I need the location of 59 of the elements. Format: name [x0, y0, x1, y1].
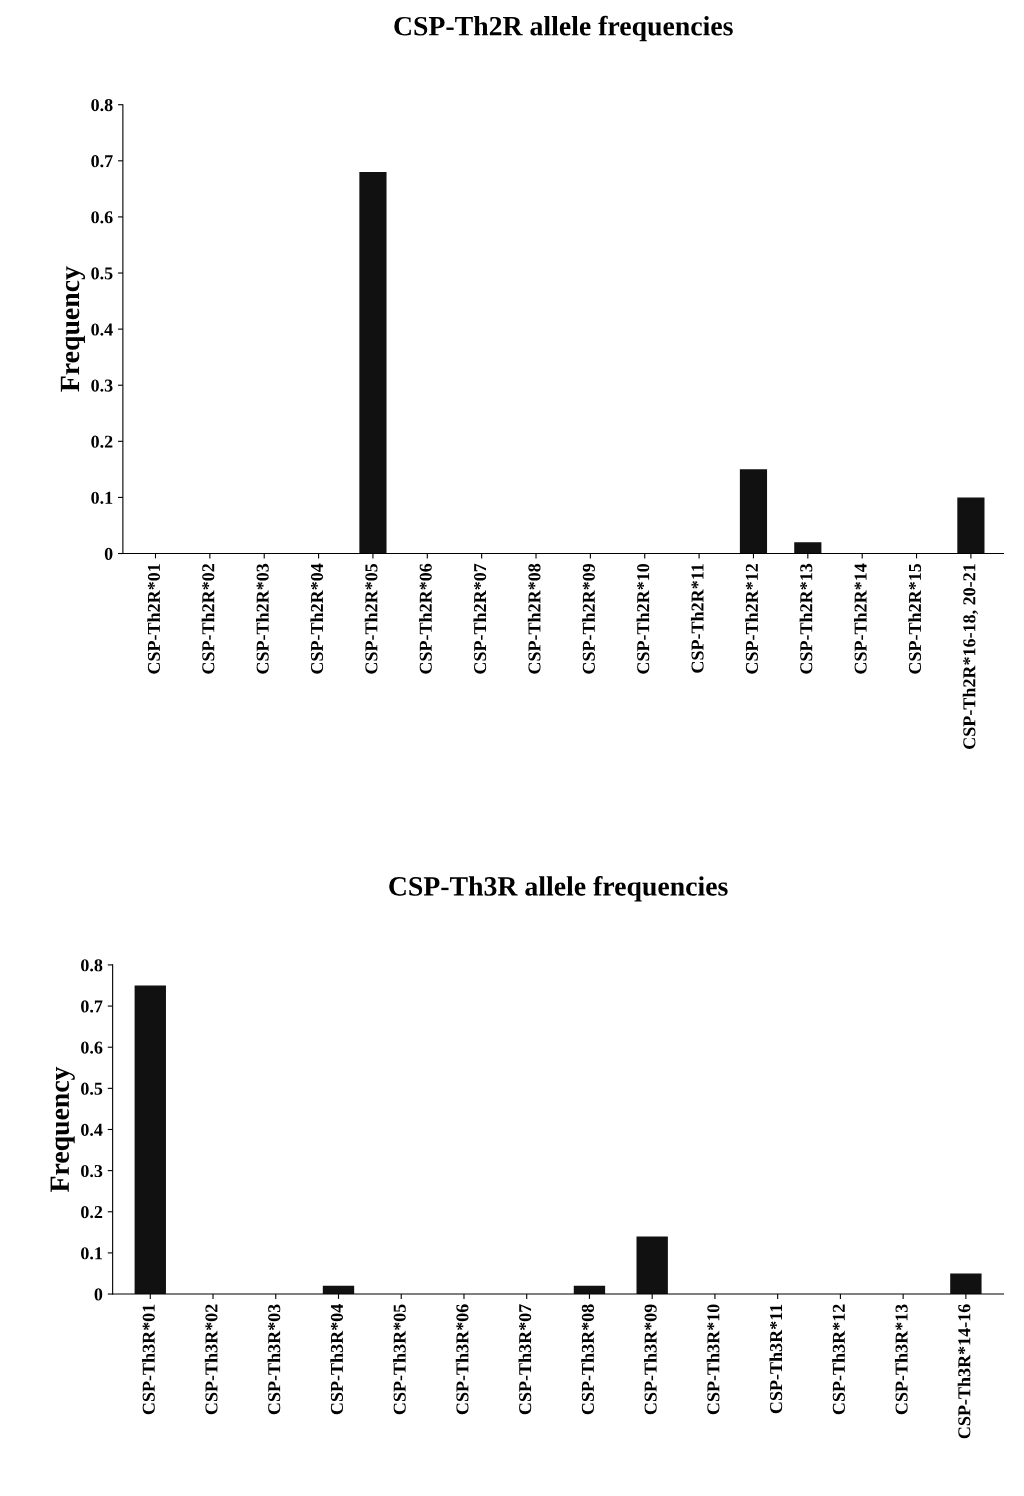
x-tick-label: CSP-Th3R*11	[769, 1304, 783, 1414]
y-tick-label: 0.7	[81, 1000, 103, 1013]
x-tick-label: CSP-Th3R*08	[581, 1304, 594, 1415]
y-tick-label: 0.8	[91, 98, 113, 112]
y-tick-label: 0	[104, 547, 113, 560]
x-tick-label: CSP-Th2R*14	[854, 563, 867, 674]
bar	[359, 172, 387, 554]
x-tick-label: CSP-Th2R*15	[908, 563, 922, 674]
bar	[794, 542, 822, 554]
x-tick-label: CSP-Th2R*10	[636, 563, 650, 674]
x-tick-label: CSP-Th2R*06	[419, 563, 432, 674]
bar	[950, 1273, 982, 1295]
y-tick-label: 0.7	[91, 155, 113, 168]
x-tick-label: CSP-Th2R*11	[690, 564, 704, 673]
y-axis-title: Frequency	[50, 1066, 75, 1193]
x-tick-label: CSP-Th3R*06	[455, 1304, 469, 1415]
x-tick-label: CSP-Th2R*12	[745, 564, 758, 674]
y-tick-label: 0.2	[91, 435, 113, 448]
y-tick-label: 0.6	[91, 211, 113, 224]
y-tick-label: 0.3	[91, 379, 113, 392]
y-tick-label: 0.1	[81, 1247, 102, 1260]
x-tick-label: CSP-Th3R*14-16	[957, 1304, 971, 1439]
y-tick-label: 0.6	[81, 1041, 103, 1054]
x-tick-label: CSP-Th3R*01	[142, 1304, 155, 1415]
y-tick-label: 0.8	[81, 959, 103, 972]
x-tick-label: CSP-Th2R*02	[201, 564, 215, 674]
x-tick-label: CSP-Th3R*05	[393, 1304, 406, 1415]
y-tick-label: 0.4	[91, 323, 113, 336]
chart-title: CSP-Th3R allele frequencies	[389, 875, 728, 902]
x-tick-label: CSP-Th2R*13	[799, 563, 813, 674]
x-tick-label: CSP-Th2R*01	[147, 564, 161, 674]
chart-title: CSP-Th2R allele frequencies	[394, 15, 733, 42]
x-tick-label: CSP-Th2R*05	[364, 563, 378, 674]
x-tick-label: CSP-Th3R*04	[330, 1304, 344, 1415]
y-tick-label: 0.5	[81, 1082, 103, 1095]
x-tick-label: CSP-Th3R*09	[644, 1304, 657, 1415]
x-tick-label: CSP-Th3R*03	[267, 1304, 281, 1415]
x-tick-label: CSP-Th3R*10	[706, 1304, 720, 1415]
bar	[957, 497, 985, 554]
y-tick-label: 0.4	[81, 1123, 103, 1136]
y-axis-title: Frequency	[60, 266, 86, 392]
x-tick-label: CSP-Th3R*02	[204, 1304, 218, 1415]
bar	[134, 985, 166, 1295]
x-tick-label: CSP-Th3R*07	[518, 1304, 532, 1415]
x-tick-label: CSP-Th2R*08	[527, 563, 541, 674]
bar	[739, 469, 768, 554]
x-tick-label: CSP-Th2R*07	[473, 563, 487, 674]
y-tick-label: 0.3	[81, 1164, 103, 1178]
x-tick-label: CSP-Th3R*13	[894, 1304, 908, 1415]
x-tick-label: CSP-Th2R*16-18, 20-21	[962, 564, 979, 749]
y-tick-label: 0	[94, 1288, 103, 1301]
x-tick-label: CSP-Th2R*09	[582, 563, 595, 674]
y-tick-label: 0.1	[91, 491, 113, 504]
x-tick-label: CSP-Th2R*03	[256, 563, 269, 674]
y-tick-label: 0.5	[91, 267, 113, 280]
x-tick-label: CSP-Th3R*12	[832, 1304, 845, 1415]
bar	[636, 1236, 668, 1295]
y-tick-label: 0.2	[81, 1206, 103, 1219]
x-tick-label: CSP-Th2R*04	[310, 563, 324, 674]
